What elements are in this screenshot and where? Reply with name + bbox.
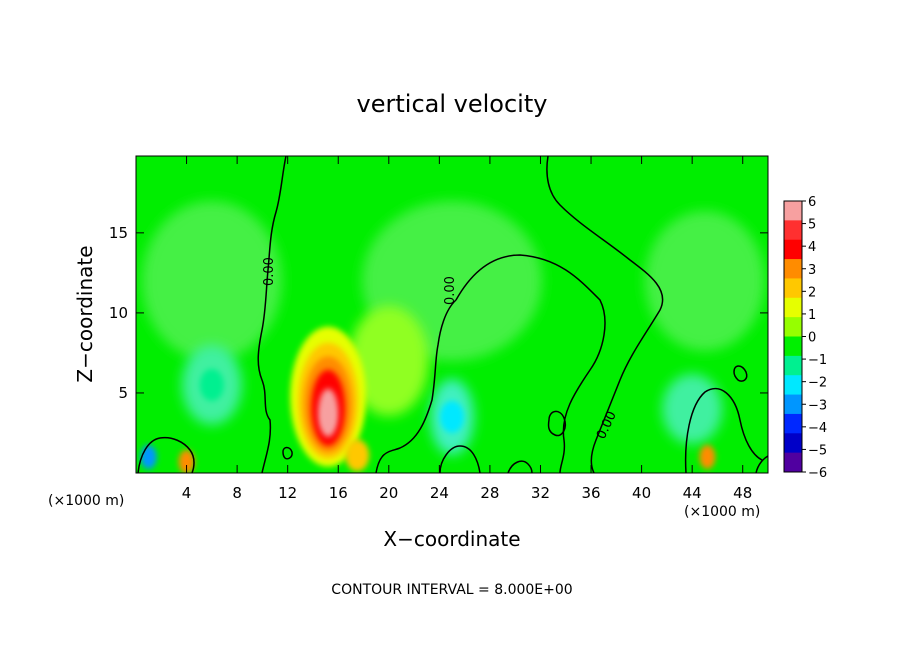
field-region [348,305,429,416]
colorbar-swatch [784,297,802,318]
y-tick-label: 10 [109,304,128,322]
downdraft-cell [440,400,464,433]
colorbar-tick-label: 5 [808,218,816,233]
chart-title: vertical velocity [357,90,548,118]
zero-contour-line [257,156,287,473]
colorbar-swatch [784,452,802,473]
colorbar-swatch [784,317,802,337]
contour-label: 0.00 [443,276,458,305]
updraft-cell [345,439,370,472]
x-unit-label-right: (×1000 m) [684,504,760,520]
colorbar-tick-label: 6 [808,195,816,210]
updraft-cell [699,444,716,469]
zero-contour-line [684,387,763,473]
contour-interval-note: CONTOUR INTERVAL = 8.000E+00 [331,582,572,598]
x-tick-label: 8 [232,484,242,502]
colorbar-tick-label: 3 [808,263,816,278]
colorbar-swatch [784,220,802,241]
x-tick-label: 24 [430,484,449,502]
zero-contour-line [375,299,457,473]
colorbar-swatch [784,201,802,221]
downdraft-cell [140,444,157,469]
x-tick-label: 36 [581,484,600,502]
colorbar-swatch [784,413,802,434]
colorbar-swatch [784,394,802,415]
y-tick-label: 5 [118,384,128,402]
colorbar-tick-label: 4 [808,240,816,255]
x-tick-label: 32 [531,484,550,502]
colorbar-tick-label: −4 [808,421,827,436]
y-tick-label: 15 [109,224,128,242]
x-tick-label: 48 [733,484,752,502]
colorbar-tick-label: −2 [808,376,827,391]
zero-contour-line [733,365,748,382]
colorbar-swatch [784,355,802,376]
contour-label: 0.00 [262,257,277,286]
x-tick-label: 16 [329,484,348,502]
x-axis-label: X−coordinate [383,527,520,551]
colorbar-tick-label: 1 [808,308,816,323]
field-region [141,200,282,361]
zero-contour-line [455,254,606,473]
colorbar-tick-label: 0 [808,331,816,346]
zero-contours [137,156,768,473]
zero-contour-line [137,436,195,473]
colorbar-swatch [784,336,802,357]
colorbar-tick-label: −1 [808,353,827,368]
colorbar-swatch [784,239,802,260]
colorbar-swatch [784,375,802,396]
updraft-cell [178,449,195,473]
colorbar-swatch [784,278,802,299]
x-tick-label: 20 [379,484,398,502]
updraft-core [323,404,334,429]
zero-contour-line [755,455,768,473]
plot-frame [135,155,769,474]
colorbar-tick-label: −6 [808,466,827,481]
y-axis-label: Z−coordinate [73,245,97,382]
x-tick-label: 40 [632,484,651,502]
downdraft-cell [199,368,224,401]
x-tick-label: 28 [480,484,499,502]
colorbar-tick-label: 2 [808,285,816,300]
colorbar-swatch [784,259,802,279]
zero-contour-line [282,446,293,460]
x-tick-label: 12 [278,484,297,502]
x-tick-label: 44 [683,484,702,502]
zero-contour-line [507,460,533,473]
plot-area [136,156,768,473]
field-region [662,373,723,444]
x-unit-label-left: (×1000 m) [48,493,124,509]
colorbar: 6 5 4 3 2 1 0 −1 −2 −3 −4 −5 −6 [783,195,827,481]
zero-contour-line [547,410,567,437]
colorbar-tick-label: −3 [808,398,827,413]
colorbar-tick-label: −5 [808,443,827,458]
field-region [644,210,765,351]
zero-contour-line [546,156,664,473]
zero-contour-line [439,445,481,473]
x-tick-label: 4 [182,484,192,502]
colorbar-swatch [784,433,802,454]
